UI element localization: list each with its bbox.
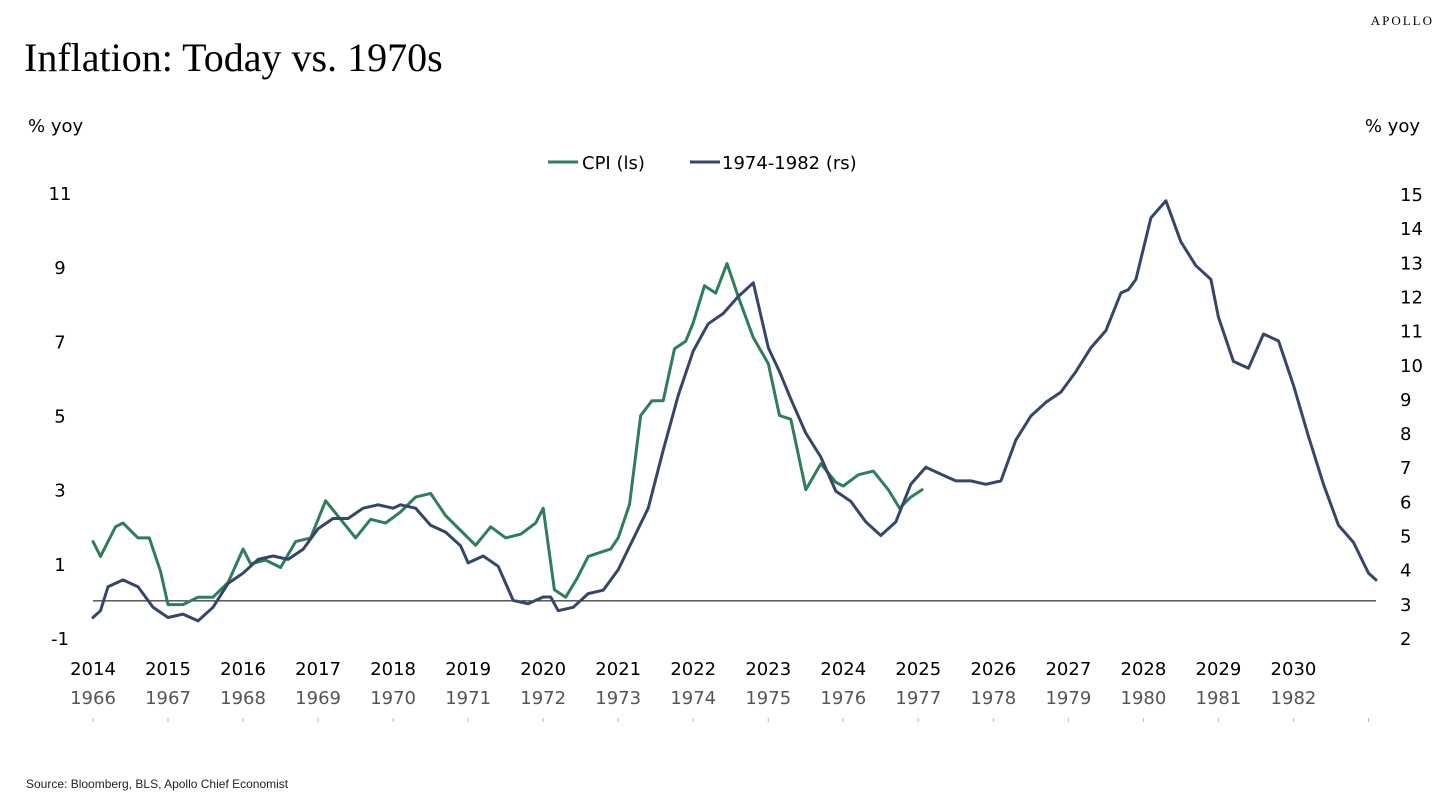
source-note: Source: Bloomberg, BLS, Apollo Chief Eco… <box>26 777 289 791</box>
x-tick-bottom: 1971 <box>445 688 491 709</box>
y-tick-right: 3 <box>1400 595 1411 616</box>
x-tick-bottom: 1981 <box>1196 688 1242 709</box>
x-tick-top: 2026 <box>970 659 1016 680</box>
x-tick-top: 2014 <box>70 659 116 680</box>
x-tick-bottom: 1969 <box>295 688 341 709</box>
x-tick-top: 2028 <box>1121 659 1167 680</box>
x-tick-top: 2018 <box>370 659 416 680</box>
x-tick-bottom: 1977 <box>895 688 941 709</box>
x-tick-top: 2020 <box>520 659 566 680</box>
x-tick-top: 2017 <box>295 659 341 680</box>
x-tick-bottom: 1966 <box>70 688 116 709</box>
x-tick-bottom: 1979 <box>1045 688 1091 709</box>
y-tick-right: 15 <box>1400 185 1423 206</box>
chart-title: Inflation: Today vs. 1970s <box>24 35 443 80</box>
y-tick-right: 5 <box>1400 527 1411 548</box>
y-tick-left: 11 <box>49 184 72 205</box>
x-tick-bottom: 1976 <box>820 688 866 709</box>
x-tick-top: 2029 <box>1196 659 1242 680</box>
y-tick-right: 4 <box>1400 561 1411 582</box>
x-tick-bottom: 1982 <box>1271 688 1317 709</box>
y-tick-left: 3 <box>54 481 65 502</box>
y-tick-left: 9 <box>54 258 65 279</box>
y-tick-right: 13 <box>1400 253 1423 274</box>
x-tick-bottom: 1970 <box>370 688 416 709</box>
x-tick-top: 2021 <box>595 659 641 680</box>
legend-label: 1974-1982 (rs) <box>722 153 857 174</box>
y-tick-left: -1 <box>51 629 69 650</box>
x-tick-top: 2025 <box>895 659 941 680</box>
series-line-cpi <box>91 262 924 607</box>
x-tick-bottom: 1972 <box>520 688 566 709</box>
y-tick-right: 8 <box>1400 424 1411 445</box>
y-tick-right: 6 <box>1400 492 1411 513</box>
x-tick-top: 2023 <box>745 659 791 680</box>
x-tick-bottom: 1974 <box>670 688 716 709</box>
x-tick-bottom: 1978 <box>970 688 1016 709</box>
x-tick-top: 2024 <box>820 659 866 680</box>
y-tick-right: 10 <box>1400 356 1423 377</box>
y-tick-right: 9 <box>1400 390 1411 411</box>
y-tick-right: 2 <box>1400 629 1411 650</box>
brand-logo: APOLLO <box>1370 13 1434 28</box>
x-tick-top: 2027 <box>1045 659 1091 680</box>
y-tick-right: 14 <box>1400 219 1423 240</box>
x-tick-bottom: 1980 <box>1121 688 1167 709</box>
x-tick-top: 2030 <box>1271 659 1317 680</box>
x-tick-bottom: 1975 <box>745 688 791 709</box>
x-tick-top: 2015 <box>145 659 191 680</box>
x-tick-bottom: 1967 <box>145 688 191 709</box>
y-tick-right: 12 <box>1400 287 1423 308</box>
x-tick-bottom: 1968 <box>220 688 266 709</box>
chart: % yoy% yoy-11357911234567891011121314152… <box>28 116 1423 722</box>
legend-label: CPI (ls) <box>582 153 645 174</box>
y-axis-right-label: % yoy <box>1365 116 1420 137</box>
y-axis-left-label: % yoy <box>28 116 83 137</box>
y-tick-right: 11 <box>1400 322 1423 343</box>
y-tick-left: 1 <box>54 555 65 576</box>
x-tick-top: 2016 <box>220 659 266 680</box>
x-tick-top: 2019 <box>445 659 491 680</box>
y-tick-right: 7 <box>1400 458 1411 479</box>
x-tick-bottom: 1973 <box>595 688 641 709</box>
y-tick-left: 5 <box>54 407 65 428</box>
series-line-1974-1982 <box>91 199 1378 623</box>
y-tick-left: 7 <box>54 332 65 353</box>
x-tick-top: 2022 <box>670 659 716 680</box>
